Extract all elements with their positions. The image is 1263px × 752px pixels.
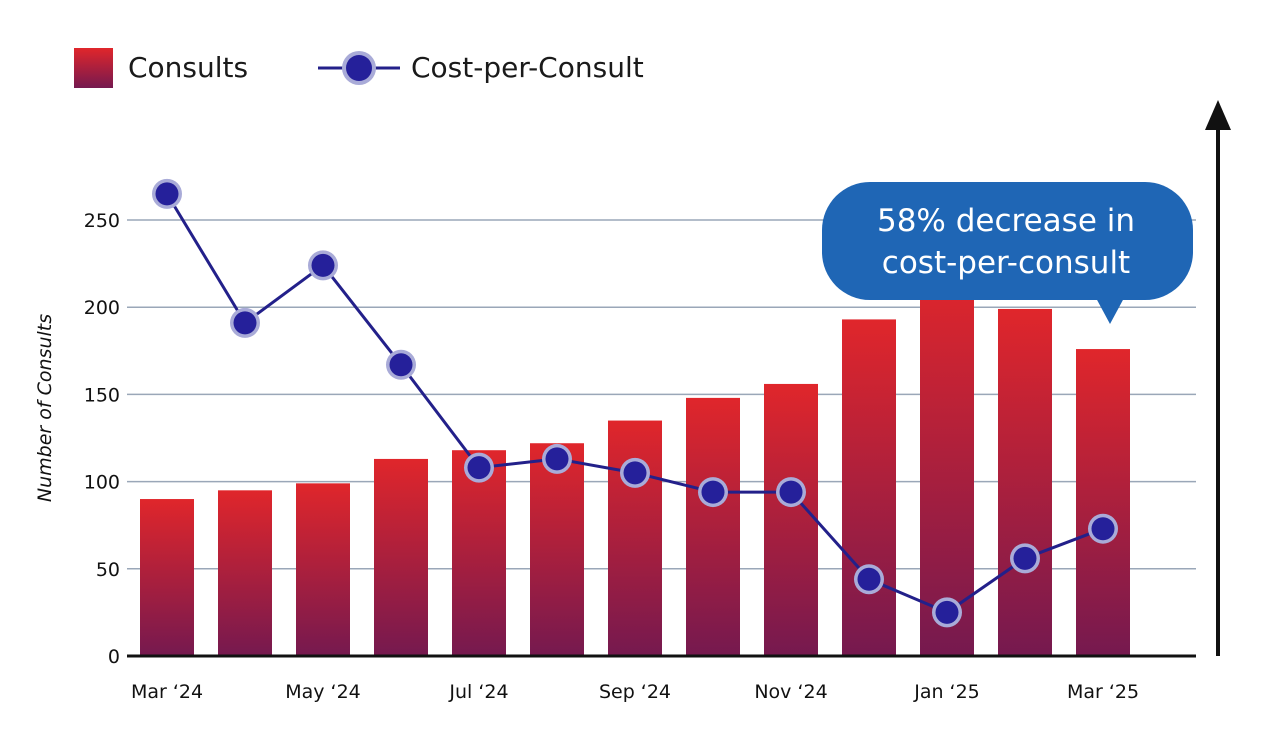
cost-marker-5 [545,447,569,471]
cost-per-consult-series [152,178,1118,628]
bar-9 [842,319,896,656]
legend: Consults Cost-per-Consult [74,48,644,88]
cost-marker-9 [857,567,881,591]
y-tick-150: 150 [84,384,120,406]
x-tick-8: Nov ‘24 [754,681,827,703]
x-tick-labels: Mar ‘24 May ‘24 Jul ‘24 Sep ‘24 Nov ‘24 Jan ‘… [131,681,1139,703]
bar-2 [296,483,350,656]
consults-bars [140,275,1130,656]
x-tick-2: May ‘24 [285,681,361,703]
x-tick-0: Mar ‘24 [131,681,203,703]
cost-marker-7 [701,480,725,504]
bar-4 [452,450,506,656]
y-axis-label: Number of Consults [34,314,56,502]
x-tick-10: Jan ‘25 [913,681,980,703]
callout-bubble [822,182,1193,300]
legend-cost-label: Cost-per-Consult [411,51,644,84]
x-tick-6: Sep ‘24 [599,681,671,703]
callout-line-2: cost-per-consult [882,245,1130,281]
bar-3 [374,458,428,656]
callout-line-1: 58% decrease in [877,203,1135,239]
cost-marker-2 [311,253,335,277]
cost-marker-8 [779,480,803,504]
callout: 58% decrease in cost-per-consult [822,182,1193,324]
y-tick-0: 0 [108,646,120,668]
cost-marker-6 [623,461,647,485]
cost-marker-3 [389,353,413,377]
legend-cost-marker [346,55,372,81]
bar-10 [920,275,974,656]
bar-0 [140,499,194,656]
bar-6 [608,420,662,656]
legend-consults-swatch [74,48,113,88]
legend-consults-label: Consults [128,51,248,84]
y-tick-200: 200 [84,297,120,319]
bar-8 [764,383,818,656]
cost-marker-0 [155,182,179,206]
bar-7 [686,397,740,656]
x-tick-4: Jul ‘24 [448,681,508,703]
y-tick-labels: 0 50 100 150 200 250 [84,210,120,668]
up-arrow-head [1205,100,1231,130]
callout-pointer [1096,298,1124,324]
cost-marker-12 [1091,517,1115,541]
cost-marker-11 [1013,546,1037,570]
cost-marker-10 [935,600,959,624]
cost-marker-4 [467,456,491,480]
up-arrow [1205,100,1231,656]
bar-12 [1076,349,1130,656]
y-tick-100: 100 [84,472,120,494]
bar-5 [530,443,584,656]
x-tick-12: Mar ‘25 [1067,681,1139,703]
cost-marker-1 [233,311,257,335]
bar-1 [218,490,272,656]
bar-11 [998,308,1052,656]
y-tick-50: 50 [96,559,120,581]
y-tick-250: 250 [84,210,120,232]
